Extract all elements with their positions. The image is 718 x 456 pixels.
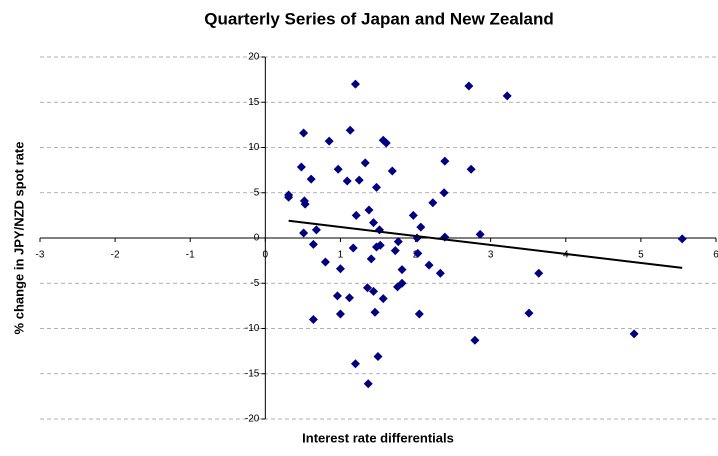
x-tick-label: 3 (488, 250, 494, 261)
x-tick-label: -2 (111, 250, 120, 261)
point (393, 237, 403, 247)
point (390, 246, 400, 256)
point (440, 156, 450, 166)
point (345, 125, 355, 135)
point (381, 138, 391, 148)
point (387, 166, 397, 176)
point (308, 239, 318, 249)
point (475, 229, 485, 239)
point (350, 359, 360, 369)
point (299, 196, 309, 206)
trendline (288, 219, 683, 269)
point (371, 182, 381, 192)
x-tick-label: 6 (713, 250, 718, 261)
point (296, 162, 306, 172)
point (370, 307, 380, 317)
point (366, 254, 376, 264)
point (311, 225, 321, 235)
point (363, 379, 373, 389)
point (414, 309, 424, 319)
x-tick-label: -1 (186, 250, 195, 261)
point (373, 352, 383, 362)
y-tick-label: -20 (245, 414, 260, 425)
point (335, 309, 345, 319)
point (320, 257, 330, 267)
point (333, 164, 343, 174)
point (524, 308, 534, 318)
point (354, 175, 364, 185)
y-tick-label: 10 (248, 142, 260, 153)
point (435, 268, 445, 278)
point (397, 265, 407, 275)
point (351, 210, 361, 220)
point (306, 174, 316, 184)
point (534, 268, 544, 278)
point (335, 264, 345, 274)
y-tick-label: 5 (254, 187, 260, 198)
point (408, 210, 418, 220)
point (342, 176, 352, 186)
point (629, 329, 639, 339)
point (424, 260, 434, 270)
point (439, 188, 449, 198)
point (464, 81, 474, 91)
point (368, 286, 378, 296)
point (284, 192, 294, 202)
point (348, 243, 358, 253)
point (360, 158, 370, 168)
point (466, 164, 476, 174)
point (368, 218, 378, 228)
point (344, 293, 354, 303)
point (378, 294, 388, 304)
point (332, 291, 342, 301)
x-tick-label: 4 (563, 250, 569, 261)
point (677, 234, 687, 244)
y-axis-label: % change in JPY/NZD spot rate (11, 142, 26, 335)
chart-title: Quarterly Series of Japan and New Zealan… (204, 9, 554, 28)
point (375, 240, 385, 250)
point (364, 205, 374, 215)
point (350, 79, 360, 89)
x-tick-label: 5 (638, 250, 644, 261)
point (502, 91, 512, 101)
point (416, 222, 426, 232)
x-tick-label: -3 (36, 250, 45, 261)
y-tick-label: 20 (248, 52, 260, 63)
point (428, 198, 438, 208)
point (324, 136, 334, 146)
y-tick-label: -15 (245, 368, 260, 379)
y-tick-label: 15 (248, 97, 260, 108)
x-tick-label: 1 (338, 250, 344, 261)
point (362, 283, 372, 293)
y-tick-label: -5 (250, 278, 259, 289)
point (299, 228, 309, 238)
point (413, 248, 423, 258)
point (397, 278, 407, 288)
y-tick-label: -10 (245, 323, 260, 334)
point (470, 335, 480, 345)
x-axis-label: Interest rate differentials (302, 430, 454, 445)
point (299, 128, 309, 138)
point (308, 314, 318, 324)
